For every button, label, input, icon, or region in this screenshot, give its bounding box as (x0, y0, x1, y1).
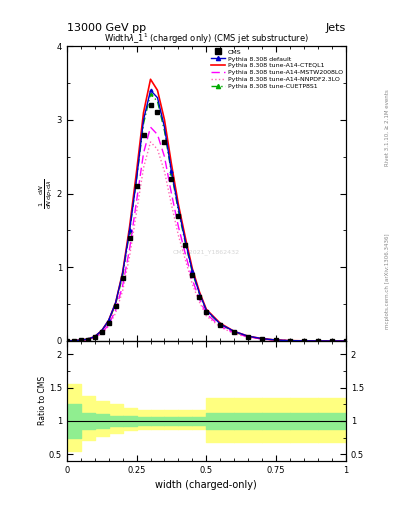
Text: Rivet 3.1.10, ≥ 2.1M events: Rivet 3.1.10, ≥ 2.1M events (385, 90, 390, 166)
Text: mcplots.cern.ch [arXiv:1306.3436]: mcplots.cern.ch [arXiv:1306.3436] (385, 234, 390, 329)
Title: Width$\lambda\_1^1$ (charged only) (CMS jet substructure): Width$\lambda\_1^1$ (charged only) (CMS … (104, 32, 309, 46)
Text: 13000 GeV pp: 13000 GeV pp (67, 23, 146, 33)
Text: Jets: Jets (325, 23, 346, 33)
Legend: CMS, Pythia 8.308 default, Pythia 8.308 tune-A14-CTEQL1, Pythia 8.308 tune-A14-M: CMS, Pythia 8.308 default, Pythia 8.308 … (210, 48, 344, 91)
Text: CMS_2021_Y1862432: CMS_2021_Y1862432 (173, 250, 240, 255)
Y-axis label: $\frac{1}{\mathrm{d}N}\frac{\mathrm{d}N}{\mathrm{d}p_\mathrm{T}\mathrm{d}\lambda: $\frac{1}{\mathrm{d}N}\frac{\mathrm{d}N}… (38, 178, 55, 209)
Y-axis label: Ratio to CMS: Ratio to CMS (39, 376, 48, 425)
X-axis label: width (charged-only): width (charged-only) (156, 480, 257, 490)
